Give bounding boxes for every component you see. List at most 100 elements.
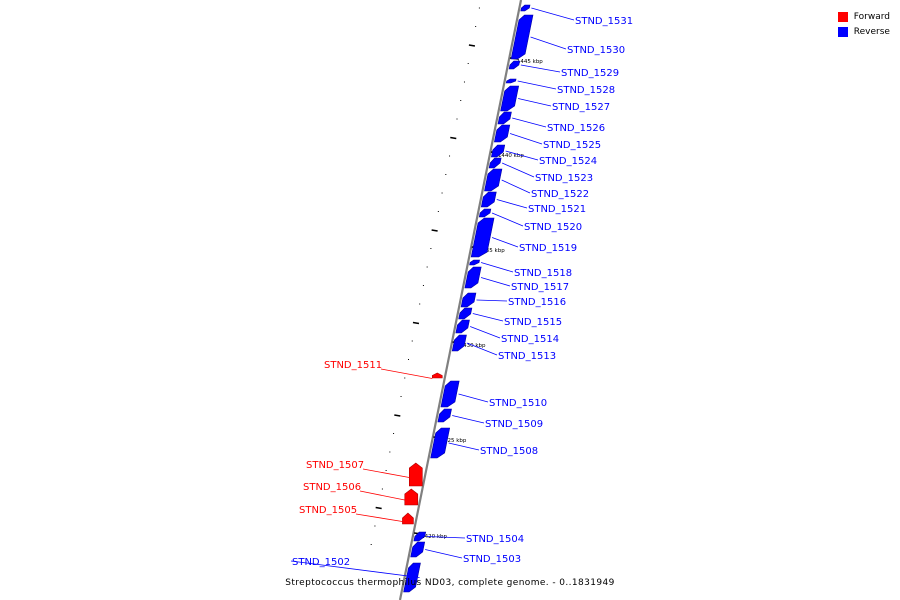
gene-leader [458,393,489,403]
gene-stnd_1503[interactable]: STND_1503 [410,541,521,565]
gene-glyph[interactable] [493,124,511,143]
gene-leader [359,490,405,501]
gene-stnd_1516[interactable]: STND_1516 [460,292,566,308]
gene-stnd_1518[interactable]: STND_1518 [469,259,573,279]
gene-leader [480,277,511,287]
gene-label: STND_1506 [303,482,361,493]
gene-stnd_1511[interactable]: STND_1511 [324,360,443,379]
gene-glyph[interactable] [455,319,470,334]
gene-label: STND_1521 [528,204,586,215]
gene-stnd_1521[interactable]: STND_1521 [480,191,586,215]
gene-stnd_1508[interactable]: STND_1508 [430,427,538,459]
gene-label: STND_1525 [543,140,601,151]
gene-stnd_1523[interactable]: STND_1523 [488,157,593,184]
gene-label: STND_1526 [547,123,605,134]
gene-stnd_1510[interactable]: STND_1510 [440,380,547,409]
gene-stnd_1509[interactable]: STND_1509 [437,408,543,430]
gene-glyph[interactable] [488,157,502,169]
gene-label: STND_1527 [552,102,610,113]
gene-stnd_1517[interactable]: STND_1517 [464,266,569,293]
gene-glyph[interactable] [458,307,473,320]
gene-glyph[interactable] [402,512,414,525]
gene-glyph[interactable] [440,380,460,408]
gene-glyph[interactable] [451,334,467,352]
gene-glyph[interactable] [431,372,443,379]
gene-stnd_1506[interactable]: STND_1506 [303,482,419,506]
gene-stnd_1531[interactable]: STND_1531 [520,4,633,27]
legend-item-forward: Forward [837,9,890,24]
tick-label: 1430 kbp [460,343,486,349]
gene-glyph[interactable] [520,4,531,12]
gene-glyph[interactable] [510,14,534,60]
gene-glyph[interactable] [480,191,497,208]
gene-label: STND_1503 [463,554,521,565]
gene-leader [509,133,543,145]
gene-glyph[interactable] [469,259,480,266]
gene-glyph[interactable] [490,144,506,158]
gene-stnd_1522[interactable]: STND_1522 [484,168,589,200]
gene-leader [531,7,575,21]
gene-glyph[interactable] [497,111,512,125]
gene-leader [505,150,539,161]
gene-label: STND_1519 [519,243,577,254]
gene-stnd_1507[interactable]: STND_1507 [306,460,423,487]
gene-leader [520,64,561,73]
forward-swatch [837,11,848,22]
gene-glyph[interactable] [413,531,427,542]
gene-glyph[interactable] [437,408,452,423]
gene-stnd_1526[interactable]: STND_1526 [497,111,605,134]
gene-leader [355,513,403,522]
gene-label: STND_1523 [535,173,593,184]
gene-glyph[interactable] [403,562,421,593]
gene-leader [425,549,463,559]
gene-glyph[interactable] [505,78,517,84]
gene-label: STND_1505 [299,505,357,516]
gene-stnd_1504[interactable]: STND_1504 [413,531,524,545]
gene-leader [448,442,480,451]
gene-stnd_1514[interactable]: STND_1514 [455,319,559,345]
gene-stnd_1505[interactable]: STND_1505 [299,505,414,525]
gene-leader [512,117,547,128]
gene-leader [501,162,535,178]
gene-label: STND_1513 [498,351,556,362]
gene-stnd_1528[interactable]: STND_1528 [505,78,615,96]
gene-glyph[interactable] [460,292,477,308]
gene-stnd_1527[interactable]: STND_1527 [500,85,610,113]
gene-glyph[interactable] [470,217,495,258]
gene-stnd_1515[interactable]: STND_1515 [458,307,562,328]
gene-glyph[interactable] [464,266,482,289]
gene-leader [290,560,420,578]
scale-dot [375,506,382,510]
gene-stnd_1529[interactable]: STND_1529 [508,60,619,79]
gene-label: STND_1529 [561,68,619,79]
gene-leader [452,415,485,424]
gene-stnd_1524[interactable]: STND_1524 [490,144,597,167]
gene-stnd_1519[interactable]: STND_1519 [470,217,577,258]
gene-leader [491,237,519,248]
gene-label: STND_1522 [531,189,589,200]
gene-label: STND_1524 [539,156,597,167]
gene-leader [530,36,567,50]
tick-label: 1425 kbp [440,438,466,444]
gene-stnd_1502[interactable]: STND_1502 [290,557,421,593]
gene-glyph[interactable] [404,488,419,506]
gene-glyph[interactable] [430,427,451,459]
gene-stnd_1525[interactable]: STND_1525 [493,124,601,151]
gene-leader [380,368,433,379]
legend-item-reverse: Reverse [837,24,890,39]
gene-stnd_1530[interactable]: STND_1530 [510,14,625,60]
gene-label: STND_1508 [480,446,538,457]
gene-leader [480,262,514,273]
gene-glyph[interactable] [500,85,520,112]
gene-stnd_1513[interactable]: STND_1513 [451,334,556,362]
gene-label: STND_1516 [508,297,566,308]
gene-glyph[interactable] [478,208,492,218]
gene-glyph[interactable] [484,168,503,192]
gene-glyph[interactable] [409,462,423,487]
gene-stnd_1520[interactable]: STND_1520 [478,208,582,233]
scale-dot [450,136,457,140]
gene-label: STND_1511 [324,360,382,371]
gene-glyph[interactable] [410,541,426,558]
gene-glyph[interactable] [508,60,521,70]
